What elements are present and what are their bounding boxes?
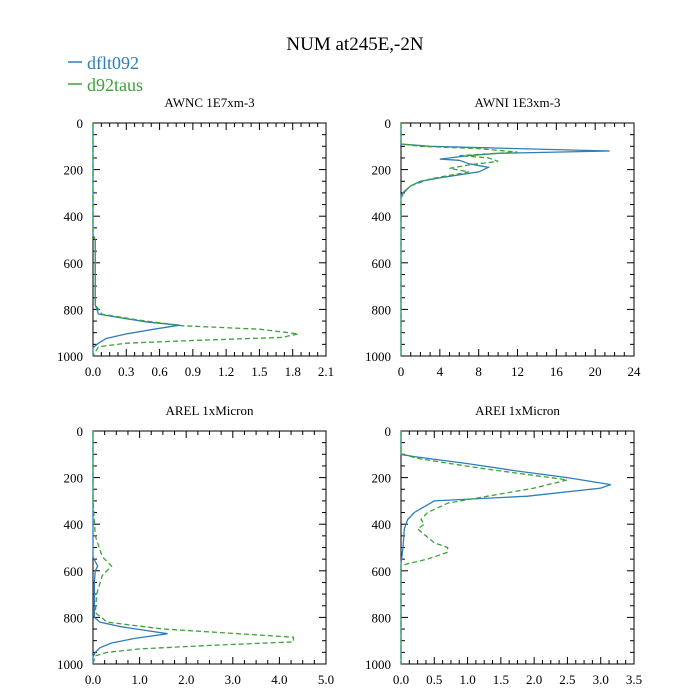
y-tick-label: 600 xyxy=(372,564,392,579)
x-tick-label: 0.3 xyxy=(118,364,134,379)
x-tick-label: 16 xyxy=(550,364,564,379)
y-tick-label: 600 xyxy=(64,256,84,271)
series-line-d92taus xyxy=(92,431,295,665)
series-line-dflt092 xyxy=(92,431,168,664)
x-tick-label: 0.0 xyxy=(85,672,101,687)
y-tick-label: 0 xyxy=(385,116,392,131)
x-tick-label: 0 xyxy=(398,364,405,379)
series-line-dflt092 xyxy=(400,431,611,664)
series-line-dflt092 xyxy=(92,123,180,356)
y-tick-label: 0 xyxy=(77,116,84,131)
x-tick-label: 0.5 xyxy=(426,672,442,687)
legend-label-d92taus: d92taus xyxy=(87,75,143,95)
x-tick-label: 1.5 xyxy=(493,672,509,687)
x-tick-label: 1.2 xyxy=(218,364,234,379)
x-tick-label: 0.0 xyxy=(393,672,409,687)
y-tick-label: 800 xyxy=(372,610,392,625)
y-tick-label: 400 xyxy=(64,209,84,224)
y-tick-label: 1000 xyxy=(365,349,391,364)
panel-frame xyxy=(92,430,327,665)
x-tick-label: 0.0 xyxy=(85,364,101,379)
x-tick-label: 1.0 xyxy=(459,672,475,687)
y-tick-label: 400 xyxy=(372,209,392,224)
x-tick-label: 2.5 xyxy=(559,672,575,687)
y-tick-label: 200 xyxy=(64,163,84,178)
legend-label-dflt092: dflt092 xyxy=(87,53,139,73)
x-tick-label: 0.6 xyxy=(151,364,168,379)
y-tick-label: 800 xyxy=(64,610,84,625)
y-tick-label: 1000 xyxy=(57,349,83,364)
y-tick-label: 0 xyxy=(77,424,84,439)
y-tick-label: 400 xyxy=(64,517,84,532)
x-tick-label: 3.5 xyxy=(626,672,642,687)
x-tick-label: 5.0 xyxy=(318,672,334,687)
series-line-d92taus xyxy=(400,123,518,356)
panel-frame xyxy=(92,122,327,357)
y-tick-label: 800 xyxy=(372,302,392,317)
panel-title: AREL 1xMicron xyxy=(166,403,254,418)
y-tick-label: 1000 xyxy=(57,657,83,672)
y-tick-label: 200 xyxy=(372,471,392,486)
figure-title: NUM at245E,-2N xyxy=(286,34,423,55)
x-tick-label: 2.0 xyxy=(526,672,542,687)
x-tick-label: 1.0 xyxy=(131,672,147,687)
series-line-dflt092 xyxy=(400,123,610,356)
panel-title: AREI 1xMicron xyxy=(475,403,560,418)
x-tick-label: 2.0 xyxy=(178,672,194,687)
x-tick-label: 3.0 xyxy=(225,672,241,687)
x-tick-label: 4 xyxy=(437,364,444,379)
x-tick-label: 2.1 xyxy=(318,364,334,379)
y-tick-label: 800 xyxy=(64,302,84,317)
y-tick-label: 1000 xyxy=(365,657,391,672)
series-line-d92taus xyxy=(400,431,568,664)
series-line-d92taus xyxy=(92,123,299,357)
panel-frame xyxy=(400,122,635,357)
x-tick-label: 3.0 xyxy=(593,672,609,687)
x-tick-label: 1.8 xyxy=(285,364,301,379)
panel-title: AWNC 1E7xm-3 xyxy=(164,95,254,110)
x-tick-label: 0.9 xyxy=(185,364,201,379)
y-tick-label: 0 xyxy=(385,424,392,439)
panel-title: AWNI 1E3xm-3 xyxy=(475,95,561,110)
panel-1: AWNI 1E3xm-3 0 200 400 600 800 1000 0 4 8 12 16 20 24 xyxy=(365,95,641,379)
y-tick-label: 600 xyxy=(372,256,392,271)
panel-frame xyxy=(400,430,635,665)
y-tick-label: 600 xyxy=(64,564,84,579)
x-tick-label: 24 xyxy=(628,364,642,379)
x-tick-label: 8 xyxy=(475,364,482,379)
y-tick-label: 200 xyxy=(64,471,84,486)
x-tick-label: 20 xyxy=(589,364,602,379)
y-tick-label: 400 xyxy=(372,517,392,532)
x-tick-label: 1.5 xyxy=(251,364,267,379)
y-tick-label: 200 xyxy=(372,163,392,178)
legend: dflt092 d92taus xyxy=(68,53,143,95)
x-tick-label: 4.0 xyxy=(271,672,287,687)
x-tick-label: 12 xyxy=(511,364,524,379)
